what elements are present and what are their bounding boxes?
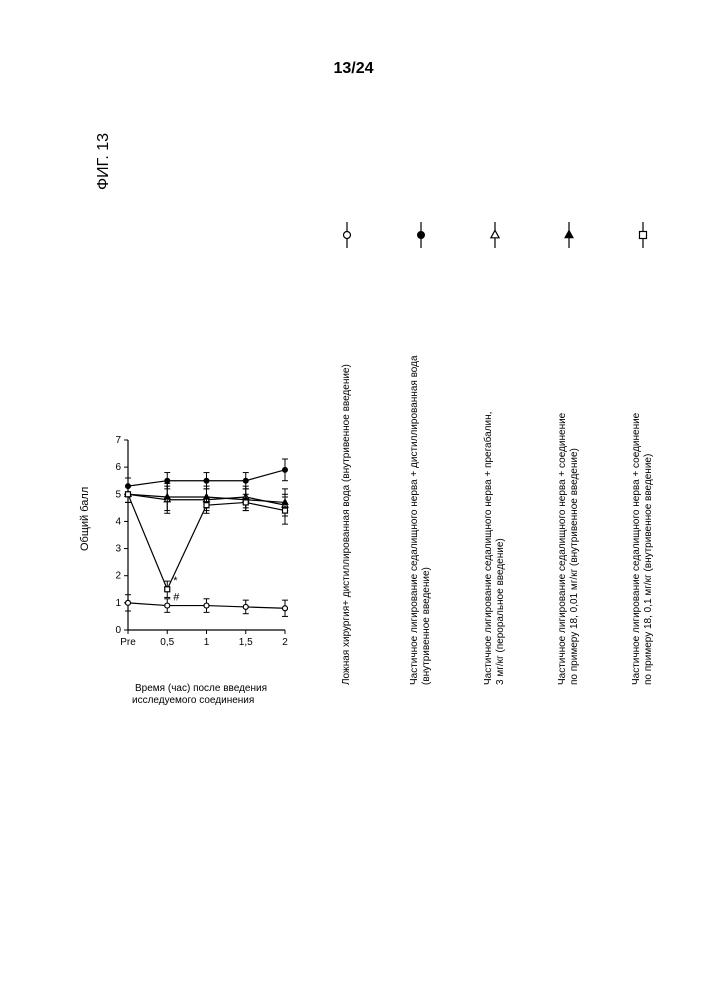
svg-text:0: 0 (115, 625, 121, 636)
x-axis-label-line2: исследуемого соединения (132, 695, 254, 706)
chart-svg: 0 1 2 3 4 5 6 7 Pre 0,5 1 1,5 2 * # (100, 430, 290, 660)
legend-item: Частичное лигирование седалищного нерва … (458, 220, 532, 685)
svg-text:2: 2 (115, 571, 121, 582)
svg-text:6: 6 (115, 462, 121, 473)
legend-marker (554, 220, 584, 250)
svg-text:2: 2 (282, 637, 288, 648)
legend-text: Частичное лигирование седалищного нерва … (409, 255, 433, 685)
x-axis-label-line1: Время (час) после введения (135, 683, 267, 694)
figure-label: ФИГ. 13 (95, 133, 113, 190)
y-axis-label: Общий балл (79, 487, 91, 551)
legend-marker (332, 220, 362, 250)
legend-text: Частичное лигирование седалищного нерва … (557, 255, 581, 685)
svg-text:#: # (173, 591, 180, 603)
legend-text: Ложная хирургия+ дистиллированная вода (… (341, 255, 353, 685)
legend-container: Ложная хирургия+ дистиллированная вода (… (310, 220, 680, 685)
svg-text:5: 5 (115, 489, 121, 500)
svg-text:*: * (173, 575, 178, 587)
legend-text: Частичное лигирование седалищного нерва … (483, 255, 507, 685)
svg-text:7: 7 (115, 435, 121, 446)
chart-container: 0 1 2 3 4 5 6 7 Pre 0,5 1 1,5 2 * # (100, 430, 290, 660)
legend-item: Частичное лигирование седалищного нерва … (384, 220, 458, 685)
page-number: 13/24 (333, 60, 373, 78)
svg-text:3: 3 (115, 544, 121, 555)
svg-text:4: 4 (115, 516, 121, 527)
svg-text:1,5: 1,5 (239, 637, 253, 648)
legend-item: Частичное лигирование седалищного нерва … (532, 220, 606, 685)
legend-text: Частичное лигирование седалищного нерва … (631, 255, 655, 685)
legend-item: Частичное лигирование седалищного нерва … (606, 220, 680, 685)
svg-text:0,5: 0,5 (160, 637, 174, 648)
legend-item: Ложная хирургия+ дистиллированная вода (… (310, 220, 384, 685)
legend-marker (480, 220, 510, 250)
legend-marker (406, 220, 436, 250)
svg-text:Pre: Pre (120, 637, 136, 648)
svg-text:1: 1 (115, 598, 121, 609)
legend-marker (628, 220, 658, 250)
svg-text:1: 1 (204, 637, 210, 648)
